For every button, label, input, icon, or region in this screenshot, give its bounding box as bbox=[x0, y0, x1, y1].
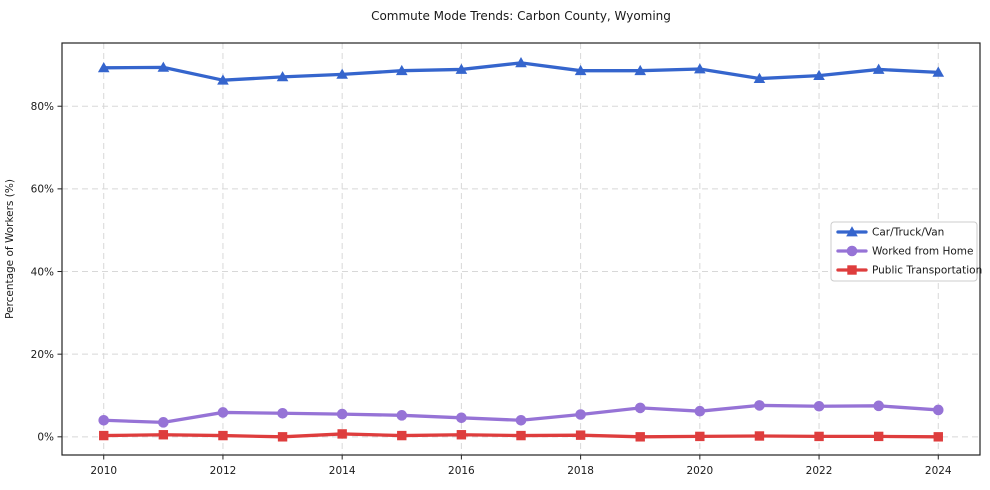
marker-car-truck-van bbox=[694, 63, 706, 74]
marker-worked-from-home bbox=[158, 417, 169, 428]
legend-label-public-transportation: Public Transportation bbox=[872, 265, 982, 277]
x-tick-label: 2022 bbox=[806, 465, 833, 477]
marker-worked-from-home bbox=[336, 408, 348, 420]
x-tick-label: 2016 bbox=[448, 465, 475, 477]
x-tick-label: 2018 bbox=[567, 465, 594, 477]
y-axis-label: Percentage of Workers (%) bbox=[4, 179, 16, 319]
x-tick-label: 2020 bbox=[686, 465, 713, 477]
y-tick-label: 80% bbox=[31, 101, 54, 113]
marker-public-transportation bbox=[635, 432, 645, 442]
y-tick-label: 0% bbox=[37, 432, 54, 444]
marker-public-transportation bbox=[695, 431, 705, 442]
marker-car-truck-van bbox=[395, 64, 408, 76]
marker-car-truck-van bbox=[157, 61, 170, 72]
marker-public-transportation bbox=[933, 432, 943, 442]
marker-public-transportation bbox=[814, 431, 824, 442]
y-tick-label: 40% bbox=[31, 266, 54, 278]
marker-worked-from-home bbox=[813, 400, 825, 412]
marker-worked-from-home bbox=[396, 410, 408, 421]
marker-worked-from-home bbox=[634, 402, 646, 414]
marker-public-transportation bbox=[754, 431, 765, 441]
legend-label-worked-from-home: Worked from Home bbox=[872, 246, 973, 258]
marker-public-transportation bbox=[277, 432, 288, 442]
marker-car-truck-van bbox=[217, 74, 229, 85]
y-tick-label: 60% bbox=[31, 184, 54, 196]
marker-car-truck-van bbox=[932, 66, 945, 77]
marker-car-truck-van bbox=[515, 57, 527, 68]
marker-worked-from-home bbox=[217, 407, 229, 418]
legend-marker-car-truck-van bbox=[846, 226, 858, 237]
marker-worked-from-home bbox=[754, 400, 765, 411]
marker-worked-from-home bbox=[932, 404, 944, 416]
marker-worked-from-home bbox=[277, 407, 288, 419]
plot-border bbox=[61, 42, 981, 456]
marker-public-transportation bbox=[337, 429, 347, 439]
legend-label-car-truck-van: Car/Truck/Van bbox=[872, 227, 944, 239]
x-tick-label: 2010 bbox=[90, 465, 117, 477]
marker-car-truck-van bbox=[872, 63, 885, 74]
x-tick-label: 2014 bbox=[329, 465, 356, 477]
legend-box bbox=[830, 221, 978, 282]
marker-worked-from-home bbox=[515, 414, 527, 426]
marker-worked-from-home bbox=[575, 409, 586, 420]
marker-worked-from-home bbox=[98, 414, 110, 426]
marker-worked-from-home bbox=[456, 412, 467, 424]
marker-public-transportation bbox=[158, 430, 169, 440]
marker-car-truck-van bbox=[276, 71, 289, 82]
marker-public-transportation bbox=[456, 430, 467, 440]
marker-public-transportation bbox=[873, 431, 884, 442]
marker-car-truck-van bbox=[455, 63, 468, 74]
legend-swatches bbox=[836, 226, 868, 275]
marker-public-transportation bbox=[575, 430, 586, 440]
marker-worked-from-home bbox=[694, 405, 706, 417]
marker-car-truck-van bbox=[336, 68, 348, 79]
y-tick-label: 20% bbox=[31, 349, 54, 361]
marker-car-truck-van bbox=[97, 61, 110, 73]
marker-public-transportation bbox=[516, 430, 526, 441]
legend: Car/Truck/Van Worked from Home Public Tr… bbox=[830, 221, 982, 282]
series-layer bbox=[97, 57, 945, 442]
x-tick-label: 2012 bbox=[210, 465, 237, 477]
marker-car-truck-van bbox=[753, 72, 766, 83]
marker-public-transportation bbox=[99, 430, 109, 441]
marker-car-truck-van bbox=[574, 64, 587, 76]
axis-layer: 2010 2012 2014 2016 2018 2020 2022 2024 0% 20% 40%… bbox=[31, 42, 981, 477]
marker-worked-from-home bbox=[873, 400, 884, 412]
marker-public-transportation bbox=[218, 430, 228, 441]
legend-marker-public-transportation bbox=[847, 265, 857, 275]
chart-title: Commute Mode Trends: Carbon County, Wyom… bbox=[371, 9, 671, 23]
x-tick-label: 2024 bbox=[925, 465, 952, 477]
marker-car-truck-van bbox=[813, 69, 825, 81]
marker-public-transportation bbox=[397, 430, 407, 441]
legend-marker-worked-from-home bbox=[846, 245, 858, 257]
marker-car-truck-van bbox=[634, 64, 647, 76]
